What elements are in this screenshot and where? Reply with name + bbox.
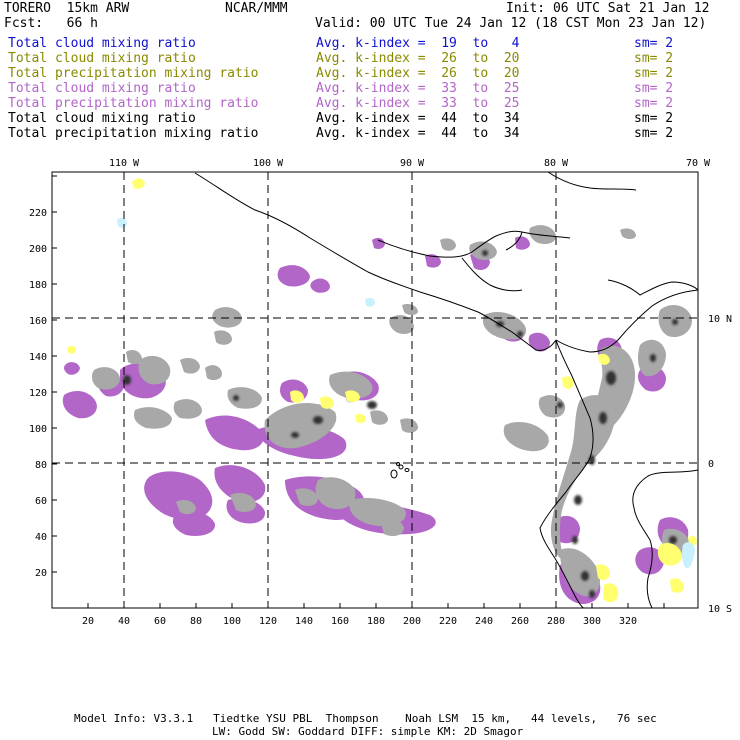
lon-label: 70 W bbox=[686, 158, 711, 169]
y-tick-label: 20 bbox=[35, 568, 47, 579]
legend-kindex: Avg. k-index = 19 to 4 bbox=[316, 36, 520, 51]
legend-smoothing: sm= 2 bbox=[634, 36, 674, 51]
y-tick-label: 60 bbox=[35, 496, 47, 507]
model-info-line: Model Info: V3.3.1 Tiedtke YSU PBL Thomp… bbox=[74, 712, 657, 725]
legend-kindex: Avg. k-index = 44 to 34 bbox=[316, 111, 520, 126]
y-tick-label: 100 bbox=[29, 424, 47, 435]
legend-row: Total precipitation mixing ratio Avg. k-… bbox=[8, 66, 673, 126]
lat-label: 0 bbox=[708, 459, 714, 470]
organization-label: NCAR/MMM bbox=[225, 1, 288, 16]
legend-kindex: Avg. k-index = 33 to 25 bbox=[316, 96, 520, 111]
legend-field: Total precipitation mixing ratio bbox=[8, 66, 259, 81]
lon-label: 110 W bbox=[109, 158, 140, 169]
y-tick-label: 40 bbox=[35, 532, 47, 543]
graticule bbox=[52, 172, 698, 608]
legend-field: Total cloud mixing ratio bbox=[8, 111, 196, 126]
yellow-precip-field bbox=[67, 178, 697, 603]
x-tick-label: 20 bbox=[82, 616, 94, 627]
legend-field: Total cloud mixing ratio bbox=[8, 36, 196, 51]
y-tick-label: 140 bbox=[29, 352, 47, 363]
legend-row: Total precipitation mixing ratio Avg. k-… bbox=[8, 126, 673, 186]
x-tick-label: 280 bbox=[547, 616, 565, 627]
x-tick-label: 80 bbox=[190, 616, 202, 627]
x-tick-label: 260 bbox=[511, 616, 529, 627]
x-tick-label: 300 bbox=[583, 616, 601, 627]
x-tick-label: 240 bbox=[475, 616, 493, 627]
legend-field: Total cloud mixing ratio bbox=[8, 51, 196, 66]
physics-info-line: LW: Godd SW: Goddard DIFF: simple KM: 2D… bbox=[212, 725, 524, 738]
legend-kindex: Avg. k-index = 26 to 20 bbox=[316, 51, 520, 66]
x-tick-label: 320 bbox=[619, 616, 637, 627]
galapagos-islands bbox=[390, 462, 410, 479]
x-tick-label: 200 bbox=[403, 616, 421, 627]
x-tick-label: 140 bbox=[295, 616, 313, 627]
field-layers bbox=[62, 178, 697, 604]
legend-row: Total cloud mixing ratio Avg. k-index = … bbox=[8, 36, 673, 96]
x-tick-label: 60 bbox=[154, 616, 166, 627]
lon-label: 100 W bbox=[253, 158, 284, 169]
legend-smoothing: sm= 2 bbox=[634, 51, 674, 66]
valid-time: Valid: 00 UTC Tue 24 Jan 12 (18 CST Mon … bbox=[315, 16, 707, 31]
x-grid-labels: 20 40 60 80 100 120 140 160 180 200 220 … bbox=[82, 616, 637, 627]
legend-kindex: Avg. k-index = 33 to 25 bbox=[316, 81, 520, 96]
y-tick-label: 180 bbox=[29, 280, 47, 291]
legend-field: Total precipitation mixing ratio bbox=[8, 126, 259, 141]
legend-smoothing: sm= 2 bbox=[634, 81, 674, 96]
lat-label: 10 N bbox=[708, 314, 732, 325]
legend-smoothing: sm= 2 bbox=[634, 66, 674, 81]
y-tick-label: 160 bbox=[29, 316, 47, 327]
lon-label: 90 W bbox=[400, 158, 425, 169]
legend-row: Total precipitation mixing ratio Avg. k-… bbox=[8, 96, 673, 156]
y-tick-label: 80 bbox=[35, 460, 47, 471]
latitude-labels: 10 N 0 10 S bbox=[708, 314, 732, 615]
dark-cloud-cores bbox=[123, 250, 678, 598]
forecast-hour: Fcst: 66 h bbox=[4, 16, 98, 31]
x-tick-label: 40 bbox=[118, 616, 130, 627]
lon-label: 80 W bbox=[544, 158, 569, 169]
axis-ticks bbox=[52, 175, 665, 608]
x-tick-label: 180 bbox=[367, 616, 385, 627]
model-title: TORERO 15km ARW bbox=[4, 1, 130, 16]
legend-kindex: Avg. k-index = 26 to 20 bbox=[316, 66, 520, 81]
legend-row: Total cloud mixing ratio Avg. k-index = … bbox=[8, 51, 673, 111]
plot-frame bbox=[51, 171, 699, 609]
x-tick-label: 220 bbox=[439, 616, 457, 627]
legend-row: Total cloud mixing ratio Avg. k-index = … bbox=[8, 81, 673, 141]
legend-smoothing: sm= 2 bbox=[634, 96, 674, 111]
coastlines bbox=[194, 172, 698, 608]
y-grid-labels: 20 40 60 80 100 120 140 160 180 200 220 bbox=[29, 208, 47, 579]
gray-cloud-field bbox=[91, 225, 692, 597]
x-tick-label: 160 bbox=[331, 616, 349, 627]
y-tick-label: 220 bbox=[29, 208, 47, 219]
lat-label: 10 S bbox=[708, 604, 732, 615]
legend-field: Total precipitation mixing ratio bbox=[8, 96, 259, 111]
legend-smoothing: sm= 2 bbox=[634, 111, 674, 126]
legend-row: Total cloud mixing ratio Avg. k-index = … bbox=[8, 111, 673, 171]
y-tick-label: 120 bbox=[29, 388, 47, 399]
x-tick-label: 120 bbox=[259, 616, 277, 627]
longitude-labels: 110 W 100 W 90 W 80 W 70 W bbox=[109, 158, 711, 169]
legend-smoothing: sm= 2 bbox=[634, 126, 674, 141]
y-tick-label: 200 bbox=[29, 244, 47, 255]
init-time: Init: 06 UTC Sat 21 Jan 12 bbox=[506, 1, 710, 16]
x-tick-label: 100 bbox=[223, 616, 241, 627]
legend-kindex: Avg. k-index = 44 to 34 bbox=[316, 126, 520, 141]
legend-field: Total cloud mixing ratio bbox=[8, 81, 196, 96]
